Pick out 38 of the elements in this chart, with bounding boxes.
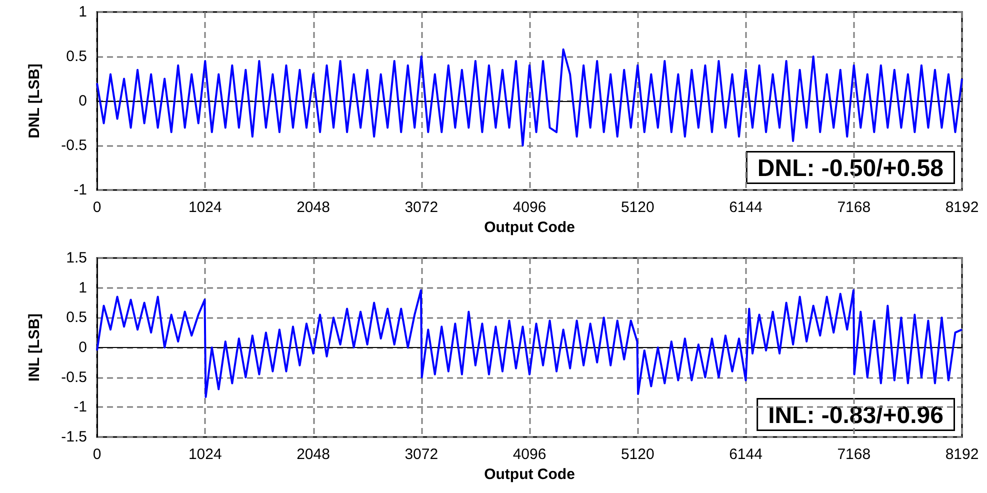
y-tick-label: 0.5 bbox=[66, 309, 87, 326]
x-tick-label: 7168 bbox=[837, 199, 871, 216]
x-tick-label: 1024 bbox=[188, 446, 222, 463]
y-tick-label: -1 bbox=[74, 182, 87, 198]
x-axis-title: Output Code bbox=[484, 466, 575, 483]
y-tick-label: -1 bbox=[74, 398, 87, 416]
x-tick-label: 8192 bbox=[945, 446, 979, 463]
y-tick-label: 0 bbox=[78, 339, 87, 356]
x-tick-label: 8192 bbox=[945, 199, 979, 216]
y-tick-label: -0.5 bbox=[61, 368, 87, 386]
x-tick-label: 2048 bbox=[296, 446, 330, 463]
x-tick-label: 6144 bbox=[729, 199, 762, 216]
x-tick-label: 4096 bbox=[512, 199, 546, 216]
annotation: INL: -0.83/+0.96 bbox=[768, 402, 944, 429]
x-tick-label: 7168 bbox=[837, 446, 871, 463]
x-tick-label: 6144 bbox=[729, 446, 762, 463]
x-tick-label: 0 bbox=[92, 446, 102, 463]
line-series bbox=[96, 48, 963, 146]
x-tick-label: 0 bbox=[92, 199, 102, 216]
x-axis-title: Output Code bbox=[484, 218, 575, 236]
x-tick-label: 5120 bbox=[620, 199, 654, 216]
y-tick-label: 1.5 bbox=[66, 250, 87, 266]
x-tick-label: 3072 bbox=[404, 199, 438, 216]
y-axis-title: DNL [LSB] bbox=[26, 64, 43, 138]
x-tick-label: 4096 bbox=[512, 446, 546, 463]
x-tick-label: 1024 bbox=[188, 199, 222, 216]
x-tick-label: 5120 bbox=[620, 446, 654, 463]
annotation: DNL: -0.50/+0.58 bbox=[757, 155, 944, 182]
y-tick-label: -1.5 bbox=[61, 428, 87, 446]
y-tick-label: 1 bbox=[78, 279, 87, 296]
y-tick-label: 1 bbox=[78, 4, 87, 20]
y-tick-label: 0.5 bbox=[66, 48, 87, 65]
x-tick-label: 3072 bbox=[404, 446, 438, 463]
x-tick-label: 2048 bbox=[296, 199, 330, 216]
y-tick-label: 0 bbox=[78, 92, 87, 110]
y-tick-label: -0.5 bbox=[61, 137, 87, 154]
y-axis-title: INL [LSB] bbox=[26, 313, 43, 382]
line-series bbox=[96, 289, 963, 398]
